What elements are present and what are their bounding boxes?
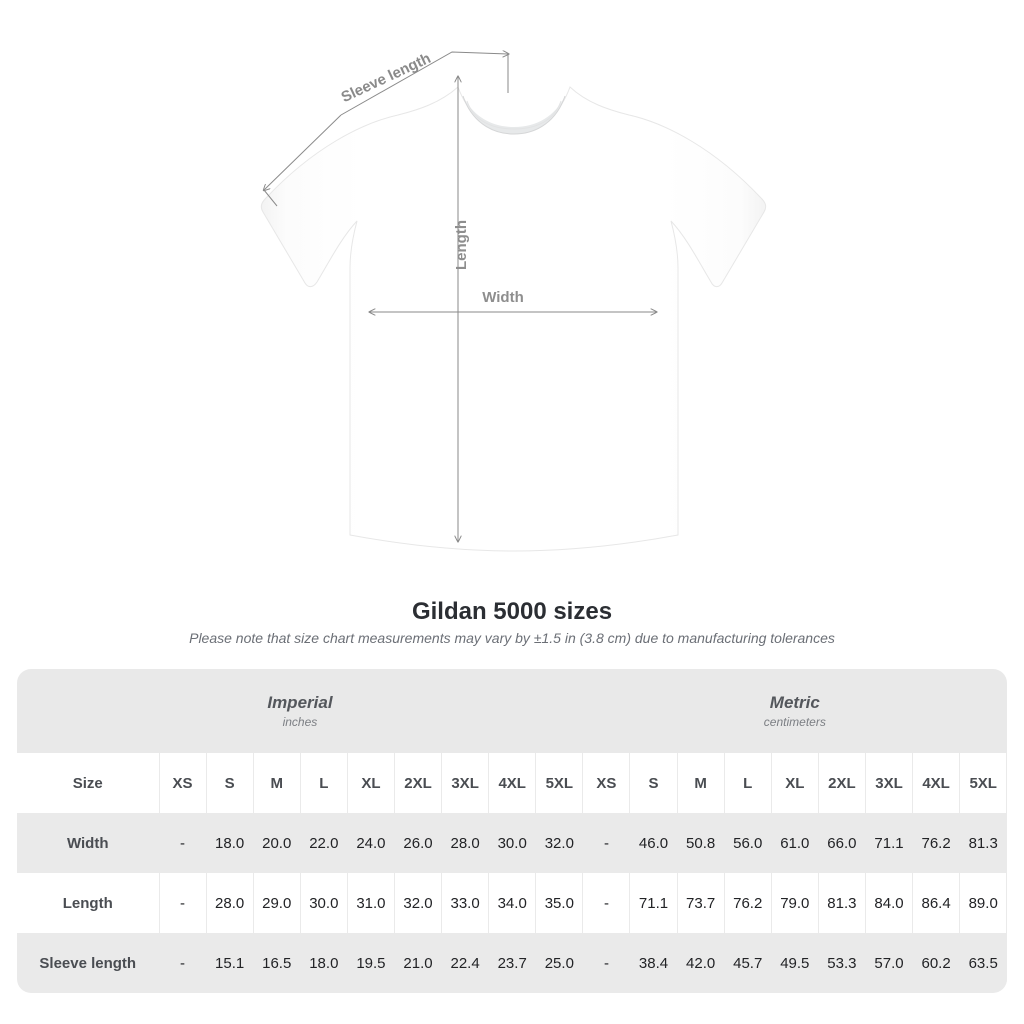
svg-text:Sleeve length: Sleeve length (339, 50, 434, 106)
svg-text:Length: Length (453, 220, 470, 270)
svg-text:Width: Width (482, 289, 524, 306)
